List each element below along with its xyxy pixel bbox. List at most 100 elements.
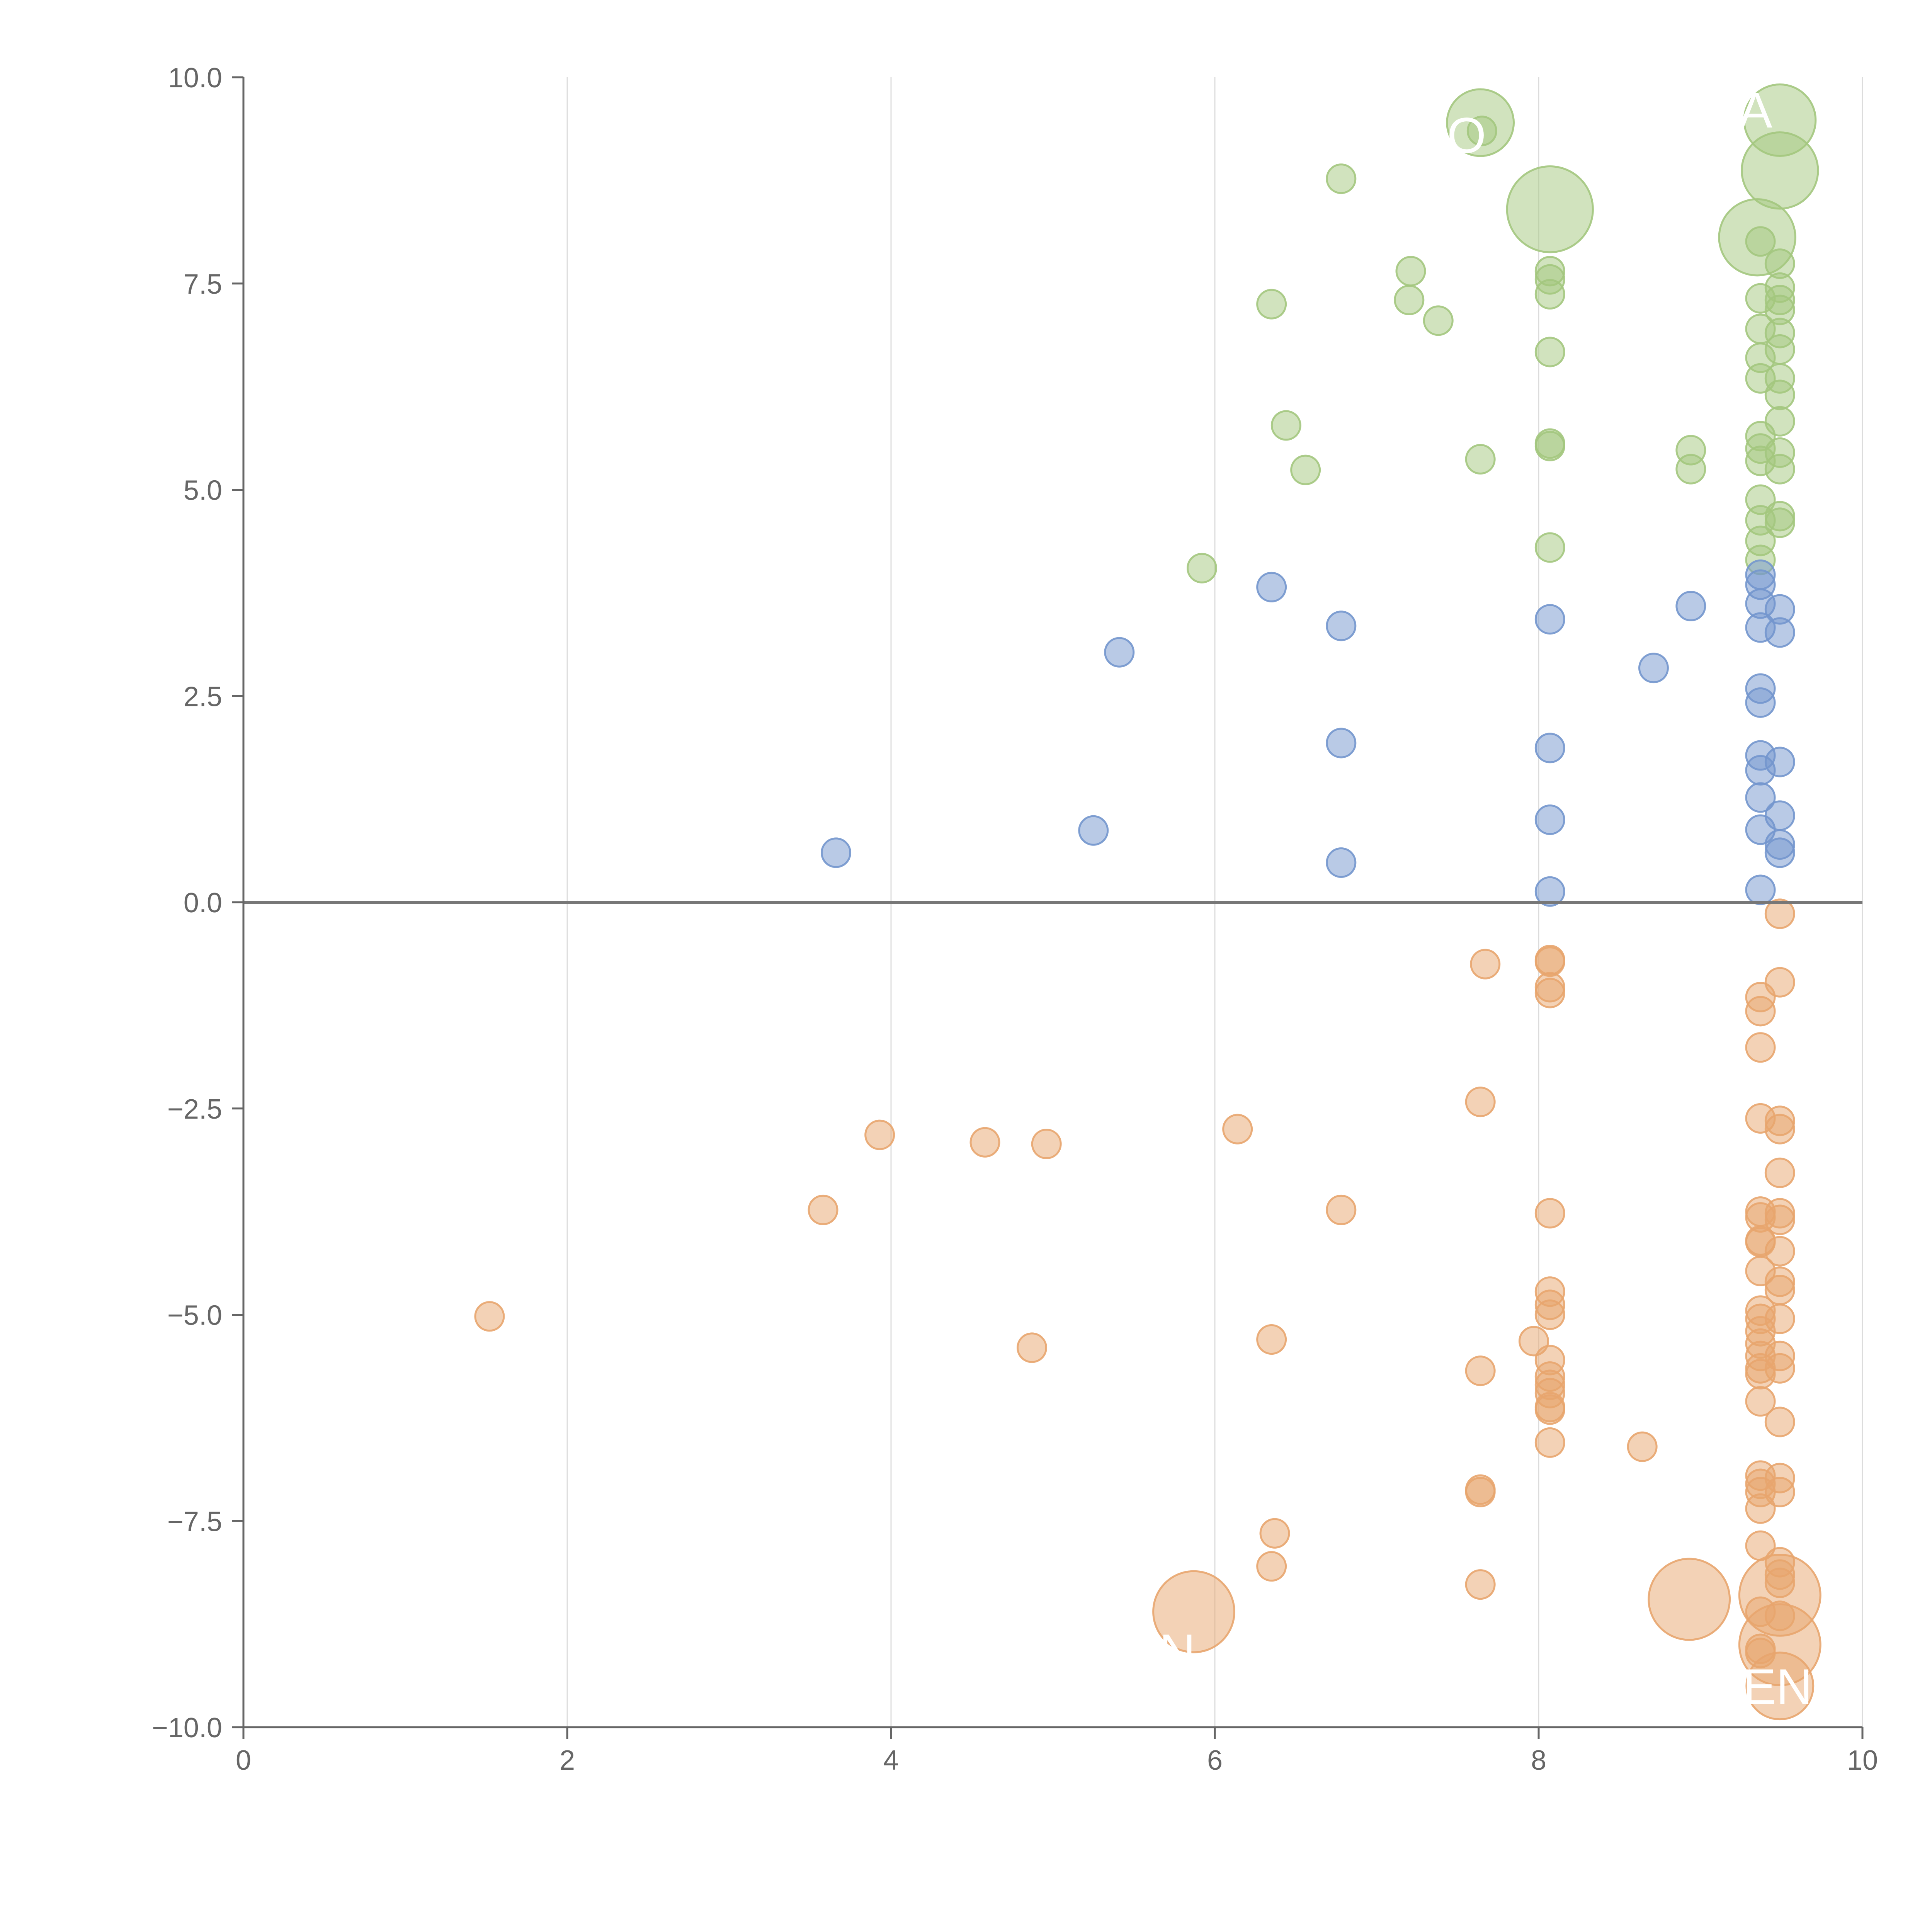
x-tick-label: 8 (1531, 1745, 1546, 1776)
bubble-point-blue (1745, 755, 1776, 786)
y-tick-label: 2.5 (184, 681, 222, 712)
bubble-point-green (1506, 165, 1594, 253)
bubble-point-orange (1534, 1198, 1565, 1229)
bubble-point-green (1290, 454, 1321, 485)
bubble-point-green (1465, 444, 1496, 475)
bubble-point-orange (1222, 1114, 1253, 1145)
bubble-point-green (1466, 116, 1497, 146)
bubble-point-blue (1256, 571, 1287, 602)
bubble-point-green (1534, 337, 1565, 367)
bubble-point-orange (1465, 1087, 1496, 1117)
bubble-point-orange (1256, 1551, 1287, 1582)
bubble-point-green (1395, 256, 1426, 287)
bubble-point-orange (1745, 1386, 1776, 1417)
x-tick-label: 10 (1847, 1745, 1878, 1776)
bubble-point-orange (1745, 1359, 1776, 1389)
bubble-point-green (1326, 163, 1357, 194)
bubble-point-orange (808, 1194, 838, 1225)
x-tick-label: 2 (560, 1745, 575, 1776)
y-tick-label: −10.0 (152, 1713, 222, 1743)
bubble-point-orange (1648, 1558, 1731, 1641)
x-tick-label: 0 (236, 1745, 251, 1776)
bubble-labels: A O N EN (1159, 82, 1813, 1715)
y-tick-label: −7.5 (167, 1506, 222, 1537)
bubble-point-orange (1465, 1569, 1496, 1600)
bubble-point-orange (1534, 1427, 1565, 1458)
bubble-point-orange (474, 1301, 505, 1332)
bubble-point-blue (1764, 837, 1795, 868)
bubble-point-orange (1745, 996, 1776, 1027)
bubble-point-orange (1764, 1236, 1795, 1267)
bubble-point-orange (1627, 1431, 1658, 1462)
bubble-point-orange (1326, 1194, 1357, 1225)
bubble-point-orange (1764, 1157, 1795, 1188)
bubble-point-green (1764, 454, 1795, 485)
bubble-point-green (1270, 410, 1301, 441)
y-tick-label: 7.5 (184, 269, 222, 300)
bubble-point-green (1675, 454, 1706, 485)
bubble-point-orange (969, 1127, 1000, 1158)
bubble-point-green (1423, 305, 1454, 336)
bubble-point-orange (1745, 1493, 1776, 1524)
bubble-point-blue (821, 837, 852, 868)
bubble-point-green (1534, 532, 1565, 563)
bubble-point-green (1256, 289, 1287, 320)
bubble-point-orange (1534, 978, 1565, 1009)
bubble-point-orange (1534, 946, 1565, 977)
bubble-point-orange (1745, 1032, 1776, 1063)
bubble-point-orange (1470, 949, 1501, 980)
bubble-point-green (1186, 553, 1217, 583)
y-tick-label: −2.5 (167, 1094, 222, 1125)
bubble-point-blue (1326, 847, 1357, 878)
bubble-point-blue (1745, 874, 1776, 905)
bubble-point-orange (1152, 1570, 1235, 1653)
y-tick-label: 10.0 (168, 63, 222, 94)
bubble-point-green (1764, 379, 1795, 410)
bubble-point-orange (1764, 1477, 1795, 1508)
bubble-point-blue (1326, 611, 1357, 641)
bubble-point-blue (1534, 876, 1565, 907)
bubble-point-blue (1675, 591, 1706, 622)
bubble-point-green (1741, 131, 1819, 210)
bubble-label-n: N (1159, 1624, 1196, 1680)
bubble-point-orange (1259, 1518, 1290, 1549)
bubble-point-orange (1764, 1114, 1795, 1145)
bubble-label-en: EN (1743, 1658, 1813, 1715)
y-tick-label: 5.0 (184, 475, 222, 506)
bubble-point-orange (1764, 898, 1795, 929)
bubble-point-orange (1017, 1332, 1048, 1363)
bubble-point-blue (1638, 653, 1669, 684)
bubble-point-blue (1764, 617, 1795, 648)
bubble-point-blue (1534, 604, 1565, 635)
bubble-point-blue (1104, 637, 1135, 668)
ticks: 0 2 4 6 8 10 10.0 7.5 5.0 2.5 0.0 −2.5 −5.0 −7.5 −10.0 (152, 63, 1878, 1776)
bubble-point-green (1534, 430, 1565, 461)
x-tick-label: 4 (883, 1745, 899, 1776)
bubble-point-green (1534, 279, 1565, 310)
bubble-point-green (1745, 226, 1776, 257)
bubble-point-blue (1745, 782, 1776, 813)
bubble-point-orange (1465, 1355, 1496, 1386)
axes (242, 77, 1862, 1728)
x-tick-label: 6 (1207, 1745, 1223, 1776)
bubble-point-orange (1465, 1477, 1496, 1508)
bubble-point-green (1394, 284, 1425, 315)
y-tick-label: −5.0 (167, 1300, 222, 1331)
bubble-point-blue (1534, 733, 1565, 764)
bubble-point-orange (1764, 1204, 1795, 1235)
bubble-point-blue (1078, 815, 1109, 846)
y-tick-label: 0.0 (184, 888, 222, 918)
bubble-point-orange (1256, 1324, 1287, 1355)
bubble-label-a: A (1739, 82, 1772, 138)
bubble-point-orange (864, 1119, 895, 1150)
bubbles (474, 83, 1821, 1721)
bubble-point-blue (1326, 728, 1357, 759)
bubble-point-orange (1534, 1299, 1565, 1330)
bubble-point-orange (1764, 1406, 1795, 1437)
bubble-point-orange (1534, 1394, 1565, 1425)
bubble-point-blue (1534, 804, 1565, 835)
bubble-point-orange (1745, 1651, 1815, 1721)
bubble-label-o: O (1447, 107, 1486, 163)
bubble-point-blue (1745, 687, 1776, 718)
